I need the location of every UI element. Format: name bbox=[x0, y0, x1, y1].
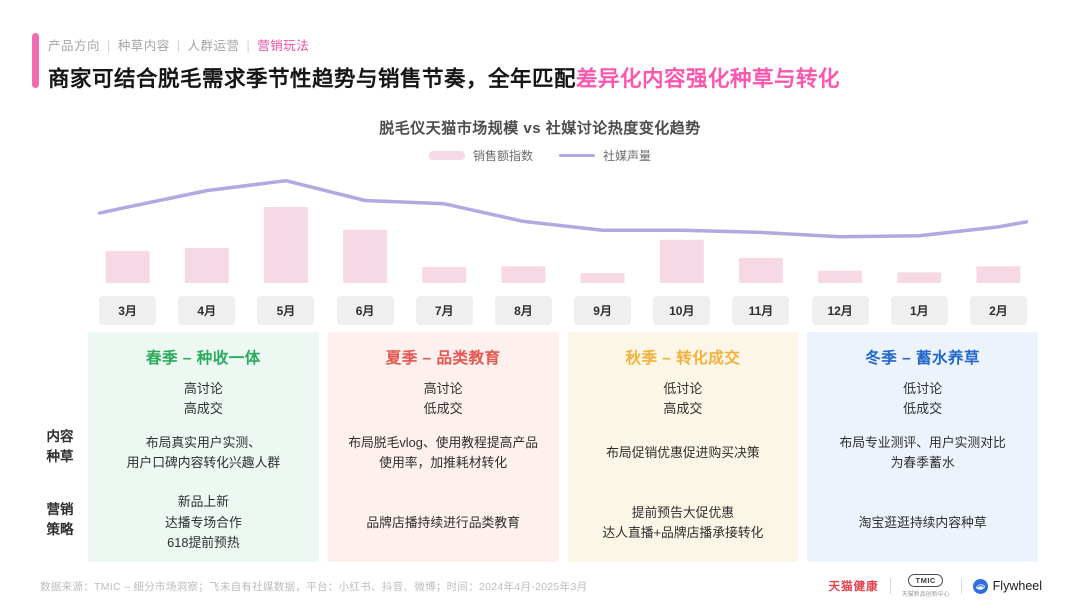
month-cell: 8月 bbox=[484, 296, 563, 325]
bar-line-chart bbox=[88, 171, 1038, 289]
month-label-9月: 9月 bbox=[574, 296, 632, 325]
season-card-2: 夏季 – 品类教育高讨论 低成交布局脱毛vlog、使用教程提高产品 使用率，加推耗材… bbox=[327, 332, 559, 562]
title-accent-bar bbox=[32, 33, 39, 88]
breadcrumb-separator: | bbox=[176, 39, 181, 53]
season-content-seeding: 布局专业测评、用户实测对比 为春季蓄水 bbox=[839, 434, 1006, 470]
month-label-8月: 8月 bbox=[494, 296, 552, 325]
season-card-3: 秋季 – 转化成交低讨论 高成交布局促销优惠促进购买决策提前预告大促优惠 达人直播+… bbox=[567, 332, 799, 562]
month-label-7月: 7月 bbox=[415, 296, 473, 325]
season-content-seeding: 布局促销优惠促进购买决策 bbox=[606, 444, 760, 460]
data-source-note: 数据来源：TMIC – 细分市场洞察；飞未自有社媒数据，平台：小红书、抖音、微博… bbox=[40, 580, 588, 593]
breadcrumb-item-3: 人群运营 bbox=[187, 39, 240, 53]
month-cell: 6月 bbox=[326, 296, 405, 325]
header: 产品方向 | 种草内容 | 人群运营 | 营销玩法 商家可结合脱毛需求季节性趋势与销售节奏，… bbox=[48, 35, 840, 93]
sales-bar-swatch-icon bbox=[428, 151, 465, 160]
season-marketing-strategy: 新品上新 达播专场合作 618提前预热 bbox=[164, 494, 242, 551]
season-card-1: 春季 – 种收一体高讨论 高成交布局真实用户实测、 用户口碑内容转化兴趣人群新品上新… bbox=[88, 332, 319, 562]
season-card-title: 冬季 – 蓄水养草 bbox=[865, 350, 980, 367]
flywheel-name: Flywheel bbox=[992, 579, 1042, 593]
season-discussion: 高讨论 低成交 bbox=[423, 380, 463, 416]
sales-bar-10月 bbox=[659, 239, 704, 283]
season-discussion: 高讨论 高成交 bbox=[183, 380, 223, 416]
legend-item-social: 社媒声量 bbox=[559, 147, 651, 164]
breadcrumb: 产品方向 | 种草内容 | 人群运营 | 营销玩法 bbox=[48, 35, 840, 54]
month-cell: 3月 bbox=[88, 296, 167, 325]
tmic-logo: TMIC 天猫新品创新中心 bbox=[902, 574, 950, 598]
breadcrumb-separator: | bbox=[107, 39, 111, 53]
sales-bar-6月 bbox=[343, 229, 388, 283]
footer: 数据来源：TMIC – 细分市场洞察；飞未自有社媒数据，平台：小红书、抖音、微博… bbox=[40, 574, 1042, 598]
month-label-10月: 10月 bbox=[653, 296, 711, 325]
month-cell: 11月 bbox=[721, 296, 800, 325]
month-cell: 2月 bbox=[959, 296, 1038, 325]
tmic-caption: 天猫新品创新中心 bbox=[901, 592, 950, 598]
breadcrumb-separator: | bbox=[246, 39, 251, 53]
month-label-4月: 4月 bbox=[178, 296, 236, 325]
social-line-swatch-icon bbox=[559, 153, 595, 158]
sales-bar-9月 bbox=[580, 273, 625, 283]
month-label-3月: 3月 bbox=[99, 296, 157, 325]
logo-divider bbox=[889, 578, 891, 594]
breadcrumb-item-1: 产品方向 bbox=[48, 39, 101, 53]
page-title-normal: 商家可结合脱毛需求季节性趋势与销售节奏，全年匹配 bbox=[48, 67, 577, 91]
month-label-2月: 2月 bbox=[969, 296, 1027, 325]
month-label-11月: 11月 bbox=[732, 296, 790, 325]
month-cell: 7月 bbox=[405, 296, 484, 325]
sales-bar-1月 bbox=[897, 272, 942, 283]
month-cell: 5月 bbox=[246, 296, 325, 325]
sales-bar-12月 bbox=[818, 270, 863, 283]
social-volume-line bbox=[97, 178, 1029, 239]
page-title: 商家可结合脱毛需求季节性趋势与销售节奏，全年匹配差异化内容强化种草与转化 bbox=[48, 62, 840, 93]
tmic-badge-icon: TMIC bbox=[908, 574, 943, 587]
season-discussion: 低讨论 高成交 bbox=[663, 380, 703, 416]
sales-bar-3月 bbox=[105, 251, 150, 283]
page-title-highlight: 差异化内容强化种草与转化 bbox=[576, 67, 841, 91]
month-label-1月: 1月 bbox=[890, 296, 948, 325]
row-label-content-seeding: 内容 种草 bbox=[46, 429, 74, 465]
month-label-5月: 5月 bbox=[257, 296, 315, 325]
season-card-title: 秋季 – 转化成交 bbox=[625, 350, 741, 367]
breadcrumb-item-2: 种草内容 bbox=[117, 39, 170, 53]
season-marketing-strategy: 品牌店播持续进行品类教育 bbox=[366, 514, 520, 530]
row-label-marketing-strategy: 营销 策略 bbox=[46, 502, 74, 538]
season-discussion: 低讨论 低成交 bbox=[903, 380, 943, 416]
chart-title: 脱毛仪天猫市场规模 vs 社媒讨论热度变化趋势 bbox=[379, 120, 701, 137]
flywheel-logo: Flywheel bbox=[972, 578, 1042, 594]
season-cards: 春季 – 种收一体高讨论 高成交布局真实用户实测、 用户口碑内容转化兴趣人群新品上新… bbox=[88, 332, 1038, 562]
season-card-title: 春季 – 种收一体 bbox=[146, 350, 261, 367]
month-cell: 1月 bbox=[880, 296, 959, 325]
month-cell: 12月 bbox=[801, 296, 880, 325]
sales-bar-7月 bbox=[422, 267, 467, 283]
month-cell: 4月 bbox=[167, 296, 246, 325]
chart-legend: 销售额指数 社媒声量 bbox=[0, 147, 1080, 164]
chart-canvas bbox=[97, 178, 1029, 283]
sales-bar-2月 bbox=[976, 266, 1021, 283]
legend-label-sales: 销售额指数 bbox=[472, 149, 533, 163]
month-label-6月: 6月 bbox=[336, 296, 394, 325]
month-label-12月: 12月 bbox=[811, 296, 869, 325]
season-card-4: 冬季 – 蓄水养草低讨论 低成交布局专业测评、用户实测对比 为春季蓄水淘宝逛逛持续内… bbox=[807, 332, 1038, 562]
month-axis: 3月 4月 5月 6月 7月 8月 9月 10月 11月 12月 1月 2月 bbox=[88, 296, 1038, 325]
month-cell: 10月 bbox=[642, 296, 721, 325]
tmall-health-logo: 天猫健康 bbox=[828, 581, 879, 593]
legend-item-sales: 销售额指数 bbox=[428, 147, 533, 164]
logos: 天猫健康 TMIC 天猫新品创新中心 Flywheel bbox=[829, 574, 1042, 598]
sales-bar-4月 bbox=[184, 248, 229, 283]
legend-label-social: 社媒声量 bbox=[603, 149, 652, 163]
season-marketing-strategy: 淘宝逛逛持续内容种草 bbox=[858, 514, 987, 530]
season-content-seeding: 布局真实用户实测、 用户口碑内容转化兴趣人群 bbox=[126, 434, 281, 470]
sales-bar-11月 bbox=[738, 257, 783, 283]
logo-divider bbox=[960, 578, 962, 594]
sales-bar-8月 bbox=[501, 266, 546, 283]
sales-bar-5月 bbox=[263, 207, 308, 283]
season-marketing-strategy: 提前预告大促优惠 达人直播+品牌店播承接转化 bbox=[602, 504, 764, 540]
season-content-seeding: 布局脱毛vlog、使用教程提高产品 使用率，加推耗材转化 bbox=[348, 434, 539, 470]
flywheel-icon bbox=[972, 578, 988, 594]
month-cell: 9月 bbox=[563, 296, 642, 325]
breadcrumb-item-4: 营销玩法 bbox=[257, 39, 310, 53]
season-card-title: 夏季 – 品类教育 bbox=[385, 350, 501, 367]
